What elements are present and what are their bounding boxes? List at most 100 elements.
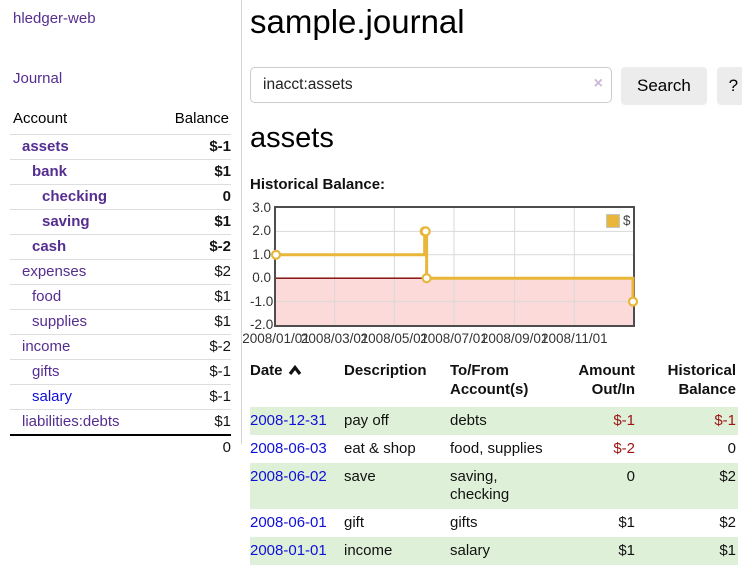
sidebar-account-link-expenses[interactable]: expenses: [22, 263, 87, 280]
account-row: supplies $1: [10, 309, 231, 335]
transaction-date-link[interactable]: 2008-06-03: [250, 440, 327, 457]
account-balance: $-1: [153, 359, 231, 385]
y-axis-tick-label: 0.0: [252, 270, 271, 286]
transaction-date-link[interactable]: 2008-06-01: [250, 514, 327, 531]
register-amount-cell: 0: [626, 468, 635, 485]
legend-label: $: [623, 213, 631, 228]
x-axis-tick-label: 2008/11/01: [541, 331, 608, 346]
account-balance: $1: [153, 409, 231, 435]
accounts-total-value: 0: [153, 434, 231, 460]
account-balance: $2: [153, 259, 231, 285]
transaction-date-link[interactable]: 2008-12-31: [250, 412, 327, 429]
sidebar-item-journal[interactable]: Journal: [13, 70, 63, 87]
account-name-cell: gifts: [10, 359, 154, 385]
account-balance: $1: [153, 209, 231, 235]
sidebar-account-link-assets[interactable]: assets: [22, 138, 69, 155]
account-balance: $1: [153, 159, 231, 185]
y-axis-tick-label: 2.0: [252, 223, 271, 239]
account-row: saving $1: [10, 209, 231, 235]
chart-legend: $: [606, 213, 631, 228]
register-amount-cell: $-2: [613, 440, 635, 457]
account-row: food $1: [10, 284, 231, 310]
account-name-cell: assets: [10, 134, 154, 160]
register-table-body: 2008-12-31 pay off debts $-1 $-1 2008-06-03 ea…: [250, 407, 738, 565]
sidebar-account-link-food[interactable]: food: [32, 288, 62, 305]
register-header-accounts: To/From Account(s): [450, 362, 529, 398]
account-row: bank $1: [10, 159, 231, 185]
accounts-table-body: assets $-1 bank $1 checking 0 saving $1 cash $-2 e…: [10, 134, 231, 435]
sidebar-account-link-gifts[interactable]: gifts: [32, 363, 60, 380]
register-description-cell: pay off: [344, 412, 389, 429]
x-axis-tick-label: 2008/01/01: [242, 331, 310, 346]
register-balance-cell: $2: [719, 514, 736, 531]
main-content: sample.journal × Search ? assets Histori…: [242, 0, 742, 582]
register-row: 2008-06-02 save saving, checking 0 $2: [250, 463, 738, 509]
sidebar-account-link-liabilities-debts[interactable]: liabilities:debts: [22, 413, 120, 430]
app-brand-link[interactable]: hledger-web: [13, 10, 96, 27]
x-axis-tick-label: 2008/03/01: [300, 331, 369, 346]
account-name-cell: salary: [10, 384, 154, 410]
register-date-cell: 2008-06-01: [250, 509, 344, 537]
accounts-table: Account Balance assets $-1 bank $1 checking 0…: [10, 110, 231, 460]
account-heading: assets: [250, 122, 334, 154]
sidebar-account-link-income[interactable]: income: [22, 338, 71, 355]
transaction-date-link[interactable]: 2008-01-01: [250, 542, 327, 559]
historical-balance-chart: $ 3.0 2.0 1.0 0.0 -1.0 -2.0 2008/01/01 2008/03/…: [242, 200, 738, 350]
transaction-date-link[interactable]: 2008-06-02: [250, 468, 327, 485]
register-date-cell: 2008-06-02: [250, 463, 344, 509]
sidebar-account-link-cash[interactable]: cash: [32, 238, 67, 255]
help-button[interactable]: ?: [716, 67, 742, 105]
account-name-cell: supplies: [10, 309, 154, 335]
register-row: 2008-06-01 gift gifts $1 $2: [250, 509, 738, 537]
accounts-total-row: 0: [10, 434, 231, 460]
page-title: sample.journal: [250, 3, 465, 40]
accounts-total-spacer: [10, 434, 154, 460]
chart-section-label: Historical Balance:: [250, 176, 386, 193]
account-name-cell: expenses: [10, 259, 154, 285]
accounts-header-account: Account: [10, 110, 154, 135]
register-row: 2008-12-31 pay off debts $-1 $-1: [250, 407, 738, 435]
search-form: × Search ?: [250, 67, 742, 105]
register-description-cell: income: [344, 542, 393, 559]
register-amount-cell: $1: [618, 514, 635, 531]
account-row: gifts $-1: [10, 359, 231, 385]
account-row: checking 0: [10, 184, 231, 210]
sidebar-account-link-saving[interactable]: saving: [42, 213, 90, 230]
account-row: salary $-1: [10, 384, 231, 410]
register-accounts-cell: debts: [450, 412, 487, 429]
register-header-date[interactable]: Date: [250, 358, 344, 407]
chart-plot-area: [270, 206, 639, 327]
account-balance: $-1: [153, 134, 231, 160]
register-date-cell: 2008-12-31: [250, 407, 344, 435]
register-balance-cell: 0: [727, 440, 736, 457]
account-balance: $-1: [153, 384, 231, 410]
y-axis-tick-label: 3.0: [252, 200, 271, 215]
chart-canvas: [270, 208, 639, 325]
register-accounts-cell: food, supplies: [450, 440, 543, 457]
account-name-cell: cash: [10, 234, 154, 260]
account-row: expenses $2: [10, 259, 231, 285]
register-accounts-cell: salary: [450, 542, 491, 559]
register-table: Date Description To/From Account(s) Amou…: [250, 358, 738, 565]
sidebar-account-link-salary[interactable]: salary: [32, 388, 73, 405]
account-row: liabilities:debts $1: [10, 409, 231, 435]
account-row: cash $-2: [10, 234, 231, 260]
register-header-balance: Historical Balance: [667, 362, 736, 398]
x-axis-tick-label: 2008/07/01: [420, 331, 488, 346]
clear-search-icon[interactable]: ×: [593, 75, 603, 92]
account-balance: $-2: [153, 334, 231, 360]
sidebar-account-link-checking[interactable]: checking: [42, 188, 108, 205]
register-balance-cell: $-1: [714, 412, 736, 429]
sidebar-account-link-supplies[interactable]: supplies: [32, 313, 88, 330]
account-name-cell: saving: [10, 209, 154, 235]
sidebar-account-link-bank[interactable]: bank: [32, 163, 68, 180]
search-input[interactable]: [250, 67, 612, 103]
register-header-amount: Amount Out/In: [578, 362, 635, 398]
x-axis-tick-label: 2008/09/01: [480, 331, 549, 346]
account-balance: 0: [153, 184, 231, 210]
register-row: 2008-06-03 eat & shop food, supplies $-2 0: [250, 435, 738, 463]
account-name-cell: bank: [10, 159, 154, 185]
legend-swatch-icon: [606, 213, 620, 228]
search-button[interactable]: Search: [621, 67, 707, 105]
account-row: income $-2: [10, 334, 231, 360]
